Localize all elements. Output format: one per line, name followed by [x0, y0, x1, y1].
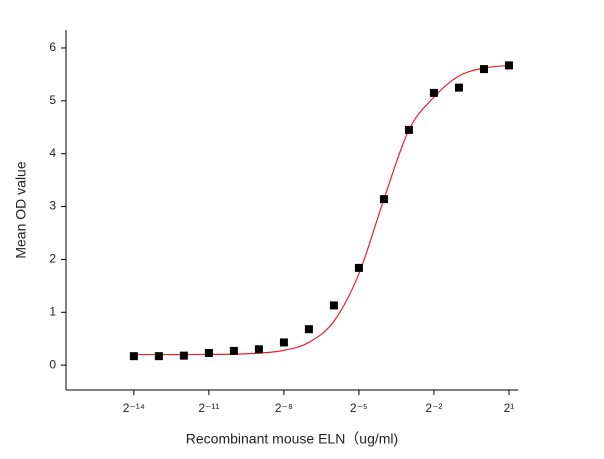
point — [404, 125, 413, 134]
y-tick-label: 6 — [49, 40, 56, 54]
y-tick-label: 1 — [49, 304, 56, 318]
point — [304, 325, 313, 334]
point — [429, 88, 438, 97]
x-tick-label: 2⁻⁸ — [275, 401, 293, 415]
point — [504, 61, 513, 70]
point — [354, 263, 363, 272]
point — [154, 352, 163, 361]
point — [254, 345, 263, 354]
point — [279, 338, 288, 347]
y-tick-label: 4 — [49, 146, 56, 160]
point — [379, 195, 388, 204]
y-tick-label: 5 — [49, 93, 56, 107]
point — [479, 65, 488, 74]
point — [229, 346, 238, 355]
y-axis-title: Mean OD value — [13, 161, 29, 258]
fit-curve — [133, 64, 510, 356]
point — [179, 351, 188, 360]
x-tick-label: 2⁻¹⁴ — [123, 401, 145, 415]
point — [129, 352, 138, 361]
x-tick-label: 2¹ — [504, 401, 515, 415]
point — [329, 301, 338, 310]
x-axis-title: Recombinant mouse ELN（ug/ml) — [186, 431, 398, 447]
point — [204, 348, 213, 357]
x-tick-label: 2⁻⁵ — [350, 401, 368, 415]
y-tick-label: 2 — [49, 252, 56, 266]
point — [454, 83, 463, 92]
x-tick-label: 2⁻¹¹ — [198, 401, 219, 415]
x-tick-label: 2⁻² — [425, 401, 442, 415]
y-tick-label: 3 — [49, 199, 56, 213]
y-tick-label: 0 — [49, 357, 56, 371]
